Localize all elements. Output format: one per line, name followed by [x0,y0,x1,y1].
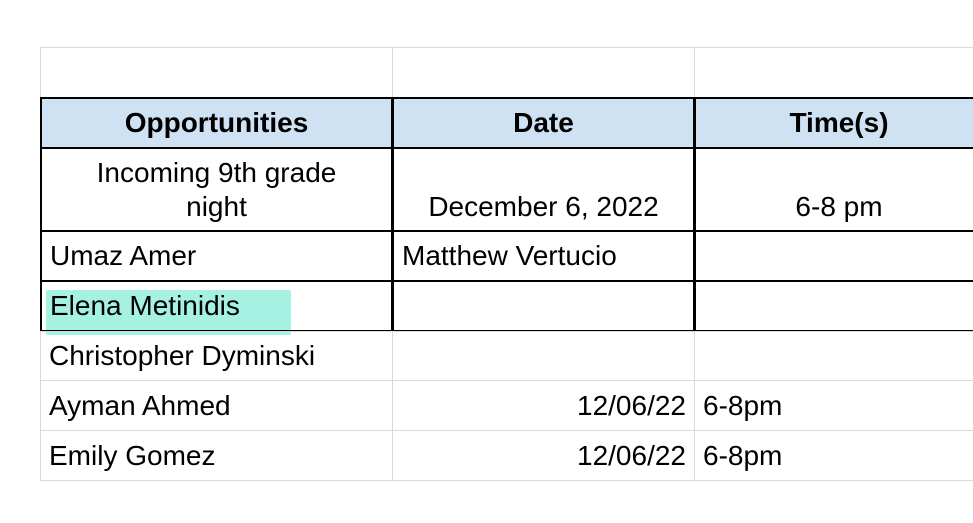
header-opportunities[interactable]: Opportunities [40,97,393,149]
date-cell[interactable]: 12/06/22 [392,380,695,431]
time-cell[interactable] [694,230,973,282]
header-times[interactable]: Time(s) [694,97,973,149]
text-highlight [46,290,291,335]
name-cell[interactable]: Umaz Amer [40,230,393,282]
time-cell[interactable]: 6-8pm [694,380,973,431]
event-time-cell[interactable]: 6-8 pm [694,147,973,232]
date-cell[interactable]: 12/06/22 [392,430,695,481]
time-cell[interactable]: 6-8pm [694,430,973,481]
date-cell[interactable] [392,280,695,332]
event-name-cell[interactable]: Incoming 9th grade night [40,147,393,232]
empty-cell[interactable] [694,47,973,98]
time-cell[interactable] [694,280,973,332]
name-cell[interactable]: Christopher Dyminski [40,331,393,381]
name-cell[interactable]: Ayman Ahmed [40,380,393,431]
header-date[interactable]: Date [392,97,695,149]
event-date-cell[interactable]: December 6, 2022 [392,147,695,232]
date-cell[interactable] [392,331,695,381]
name-cell[interactable]: Elena Metinidis [40,280,393,332]
name-cell[interactable]: Emily Gomez [40,430,393,481]
empty-cell[interactable] [40,47,393,98]
empty-cell[interactable] [392,47,695,98]
time-cell[interactable] [694,331,973,381]
date-cell[interactable]: Matthew Vertucio [392,230,695,282]
